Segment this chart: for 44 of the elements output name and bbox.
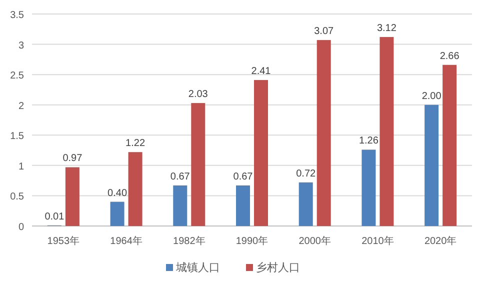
y-tick-label: 3	[18, 40, 24, 52]
bar	[236, 185, 250, 226]
legend-label: 城镇人口	[175, 261, 220, 274]
bar	[362, 150, 376, 226]
bar	[316, 40, 331, 226]
bar	[173, 185, 188, 226]
y-tick-label: 1.5	[10, 131, 24, 142]
x-tick-label: 2010年	[362, 235, 394, 247]
data-label: 2.03	[188, 89, 208, 100]
data-label: 2.66	[440, 50, 460, 62]
bar	[191, 103, 206, 226]
data-label: 0.72	[296, 168, 316, 180]
x-tick-label: 1982年	[173, 235, 206, 247]
bar	[442, 64, 457, 226]
x-tick-label: 1953年	[47, 235, 80, 247]
bar	[128, 152, 142, 226]
data-label: 3.07	[314, 26, 334, 38]
bar	[110, 202, 124, 226]
data-label: 0.67	[170, 171, 190, 182]
y-tick-label: 2	[18, 100, 24, 112]
data-label: 2.41	[251, 66, 272, 78]
bar	[380, 37, 394, 226]
data-label: 0.67	[233, 171, 254, 182]
data-label: 2.00	[422, 90, 442, 102]
bar	[424, 104, 439, 226]
y-tick-label: 0.5	[10, 192, 24, 203]
x-tick-label: 1964年	[110, 235, 142, 247]
legend-label: 乡村人口	[256, 261, 300, 274]
data-label: 0.01	[44, 211, 65, 222]
x-tick-label: 1990年	[236, 235, 268, 247]
y-tick-label: 1	[18, 161, 24, 172]
x-tick-label: 2020年	[424, 235, 457, 247]
data-label: 3.12	[376, 23, 397, 34]
bar	[254, 80, 268, 226]
y-tick-label: 2.5	[10, 70, 24, 82]
y-tick-label: 0	[18, 222, 24, 233]
bar	[65, 167, 80, 226]
data-label: 0.97	[62, 153, 83, 164]
y-tick-label: 3.5	[10, 10, 24, 21]
data-label: 1.22	[126, 138, 146, 150]
data-label: 0.40	[108, 188, 128, 199]
data-label: 1.26	[358, 136, 379, 147]
x-tick-label: 2000年	[298, 235, 331, 247]
bar	[298, 182, 313, 226]
